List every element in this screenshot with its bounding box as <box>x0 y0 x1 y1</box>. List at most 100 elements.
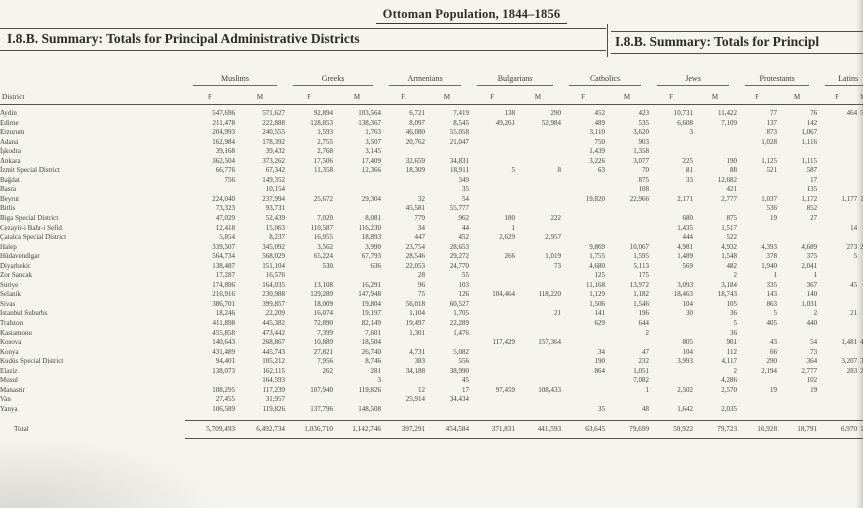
value-cell: 31,957 <box>265 395 286 404</box>
value-cell <box>469 300 515 310</box>
col-group-catholics: Catholics <box>569 74 642 86</box>
value-cell: 140,643 <box>212 338 235 347</box>
value-cell: 22,053 <box>405 261 426 270</box>
value-cell <box>857 262 863 272</box>
value-cell: 2,171 <box>677 194 694 203</box>
value-cell: 47 <box>642 347 650 356</box>
subcol-m: M <box>333 86 382 105</box>
value-cell: 445,382 <box>262 319 286 328</box>
value-cell: 5 <box>857 105 863 119</box>
section-header-right: I.8.B. Summary: Totals for Principl <box>611 31 863 54</box>
value-cell <box>605 233 649 243</box>
value-cell: 2,194 <box>761 366 778 375</box>
value-cell: 33 <box>686 175 694 184</box>
table-row: Sivas 386,701 399,857 18,009 19,804 56,018 60,… <box>0 300 863 310</box>
value-cell: 180 <box>504 214 516 223</box>
value-cell: 117,429 <box>492 338 516 347</box>
value-cell: 93,731 <box>265 204 286 213</box>
value-cell <box>817 119 857 129</box>
table-row: Zor Sancak 17,287 16,576 28 55 125 175 2 1 1 <box>0 271 863 281</box>
value-cell: 535 <box>638 118 650 127</box>
value-cell <box>857 329 863 339</box>
value-cell <box>561 233 605 243</box>
value-cell: 1,172 <box>801 194 818 203</box>
value-cell: 2 <box>733 366 738 375</box>
value-cell: 4,932 <box>721 242 738 251</box>
value-cell: 6,721 <box>409 109 426 117</box>
value-cell: 79,699 <box>605 419 650 440</box>
value-cell: 441,593 <box>515 419 562 440</box>
value-cell: 119,826 <box>262 404 286 413</box>
value-cell: 55,777 <box>449 204 470 213</box>
value-cell <box>561 338 605 348</box>
value-cell: 25,914 <box>405 395 426 404</box>
table-row: Çatalca Special District 5,854 8,237 16,955… <box>0 233 863 243</box>
value-cell: 22,289 <box>449 319 470 328</box>
value-cell: 569 <box>682 261 694 270</box>
value-cell <box>817 290 857 300</box>
col-group-jews: Jews <box>657 74 730 86</box>
value-cell: 3,507 <box>365 137 382 146</box>
title-row: Ottoman Population, 1844–1856 <box>40 0 863 24</box>
table-row: Manastir 108,295 117,239 107,940 119,826 12 17… <box>0 386 863 396</box>
value-cell: 489 <box>594 118 606 127</box>
value-cell: 7,956 <box>317 357 334 366</box>
section-header-right-text: I.8.B. Summary: Totals for Principl <box>615 34 820 49</box>
value-cell: 1,642 <box>677 404 694 413</box>
value-cell: 3,145 <box>365 147 382 156</box>
col-group-latins: Latins <box>825 74 863 86</box>
subcol-f: F <box>561 86 606 105</box>
value-cell <box>515 224 561 234</box>
value-cell: 4,981 <box>677 242 694 251</box>
district-cell: Hüdavendigar <box>0 252 40 261</box>
value-cell: 16,928 <box>737 419 778 440</box>
table-row: Musul 164,593 3 45 7,082 4,286 102 <box>0 376 863 386</box>
value-cell: 55,058 <box>449 128 470 137</box>
value-cell: 110,587 <box>310 223 334 232</box>
value-cell <box>857 214 863 224</box>
value-cell: 112 <box>726 347 738 356</box>
district-cell: Yanya <box>0 405 18 414</box>
value-cell: 452 <box>458 233 470 242</box>
value-cell: 4,689 <box>801 242 818 251</box>
value-cell <box>469 367 515 377</box>
value-cell: 4,393 <box>761 242 778 251</box>
value-cell: 103,564 <box>358 109 382 117</box>
value-cell: 444 <box>682 233 694 242</box>
value-cell: 224,040 <box>212 194 235 203</box>
value-cell: 3,184 <box>721 280 738 289</box>
value-cell: 162,115 <box>262 366 286 375</box>
value-cell <box>515 271 561 281</box>
value-cell: 290 <box>766 357 778 366</box>
value-cell: 148,508 <box>358 404 382 413</box>
value-cell: 13,972 <box>629 280 650 289</box>
value-cell: 397,291 <box>381 419 426 440</box>
value-cell: 66,776 <box>215 166 235 175</box>
value-cell: 530 <box>322 261 334 270</box>
value-cell: 2 <box>860 366 863 375</box>
value-cell: 18,309 <box>405 166 426 175</box>
value-cell <box>469 128 515 138</box>
district-cell: Trabzon <box>0 319 24 328</box>
value-cell <box>381 405 425 420</box>
value-cell: 1,763 <box>365 128 382 137</box>
table-row: Aydin 547,696 571,627 92,894 103,564 6,721 7,4… <box>0 105 863 119</box>
value-cell: 1,476 <box>453 328 470 337</box>
value-cell: 49,261 <box>495 118 516 127</box>
value-cell <box>649 367 693 377</box>
value-cell <box>515 204 561 214</box>
value-cell <box>817 300 857 310</box>
value-cell <box>285 176 333 186</box>
value-cell: 35 <box>462 185 470 194</box>
value-cell: 268,867 <box>262 338 286 347</box>
value-cell: 137 <box>766 118 778 127</box>
value-cell: 873 <box>766 128 778 137</box>
value-cell: 339,507 <box>212 242 235 251</box>
value-cell: 18,504 <box>361 338 382 347</box>
table-row: Suriye 174,896 164,035 13,108 16,291 96 103 11,… <box>0 281 863 291</box>
value-cell: 373,262 <box>262 156 286 165</box>
value-cell: 67,342 <box>265 166 286 175</box>
value-cell: 52,984 <box>541 118 562 127</box>
value-cell: 34 <box>418 223 426 232</box>
value-cell: 63 <box>598 166 606 175</box>
